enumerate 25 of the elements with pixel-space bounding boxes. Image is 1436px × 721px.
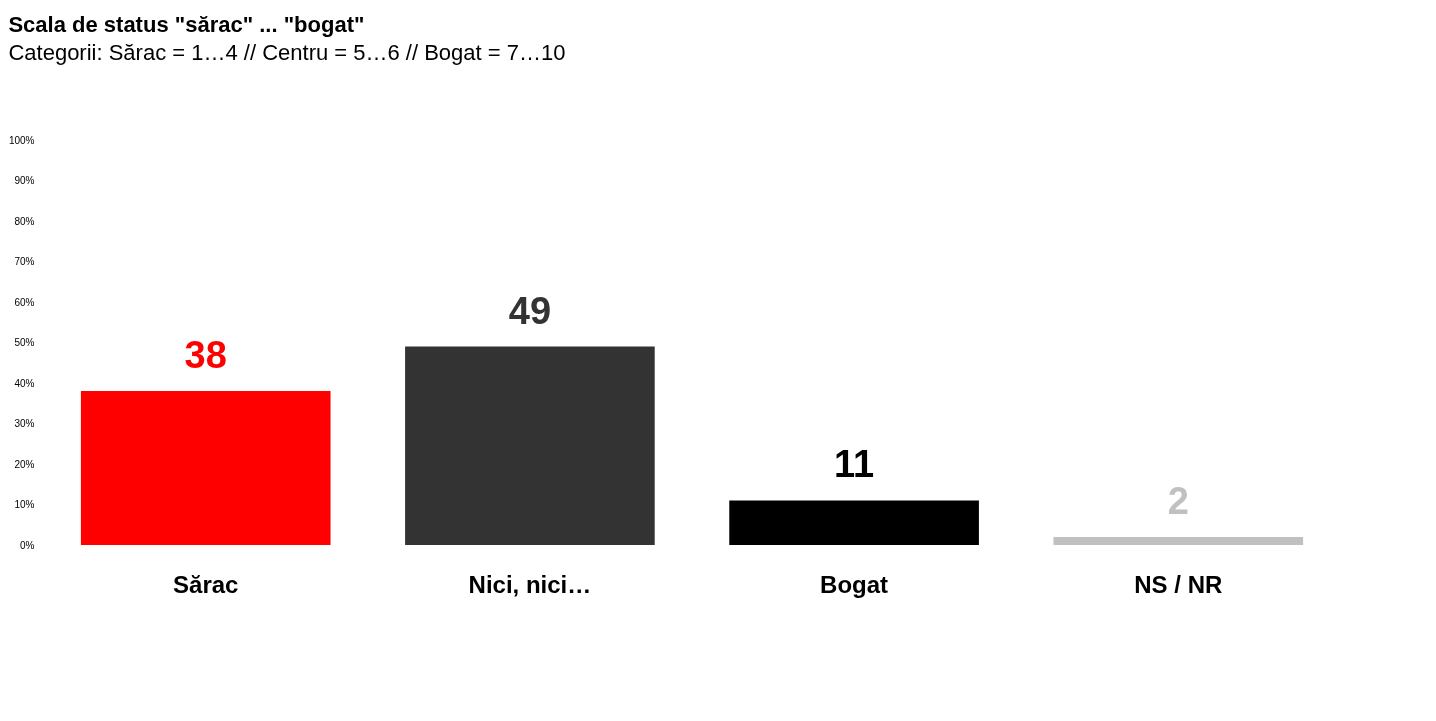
y-tick-label: 80% [14,215,35,227]
data-label: 2 [1167,479,1189,522]
y-tick-label: 100% [8,134,35,146]
y-tick-label: 20% [14,458,35,470]
x-tick-label: Nici, nici… [468,570,592,598]
y-tick-label: 40% [14,377,35,389]
y-tick-label: 90% [14,175,35,186]
data-label: 38 [184,334,227,377]
bar [729,500,979,545]
y-tick-label: 0% [20,539,35,551]
x-tick-label: NS / NR [1134,570,1223,598]
chart-subtitle: Categorii: Sărac = 1…4 // Centru = 5…6 // Bogat = 7…10 [8,40,566,65]
x-tick-label: Sărac [173,570,239,598]
y-tick-label: 30% [14,418,35,429]
data-label: 49 [508,289,552,332]
y-tick-label: 60% [14,296,35,308]
data-label: 11 [834,443,875,486]
y-tick-label: 10% [14,499,35,510]
y-tick-label: 70% [14,256,35,267]
chart-title: Scala de status "sărac" ... "bogat" [8,12,365,37]
x-tick-label: Bogat [820,570,889,598]
bar [405,346,655,545]
y-tick-label: 50% [14,337,35,348]
bar [1053,536,1304,545]
bar [80,391,331,545]
